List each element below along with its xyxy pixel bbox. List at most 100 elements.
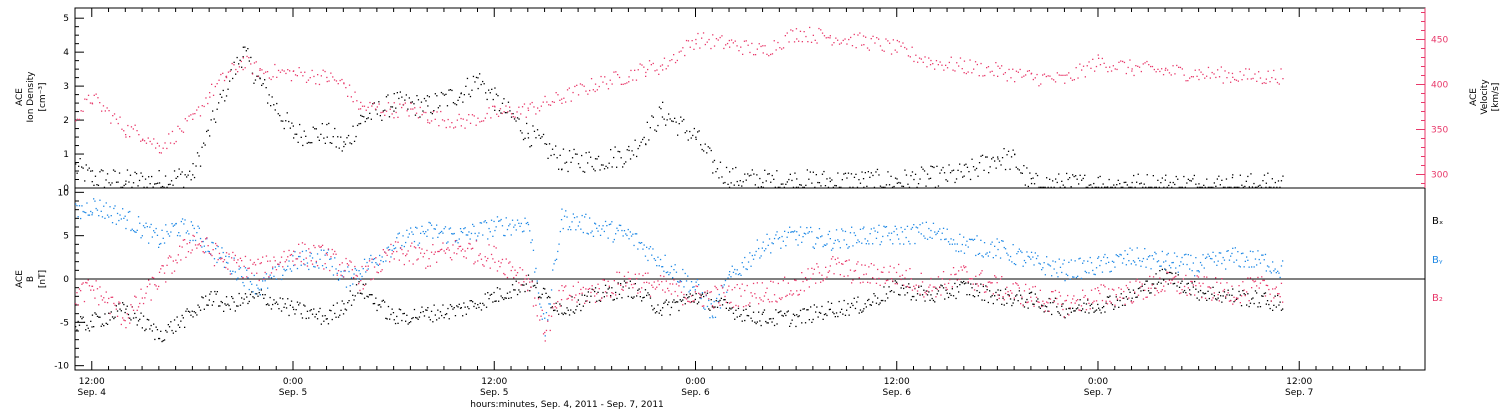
bx-point (1047, 310, 1049, 312)
bx-point (1026, 298, 1028, 301)
density-point (1224, 186, 1226, 188)
bz-point (751, 295, 753, 297)
bz-point (289, 254, 291, 256)
bz-point (1067, 294, 1069, 297)
by-point (1125, 264, 1127, 266)
by-point (611, 221, 613, 223)
density-point (103, 186, 106, 188)
by-point (967, 246, 969, 248)
by-point (728, 274, 730, 276)
bx-point (192, 316, 194, 318)
velocity-point (209, 92, 211, 94)
velocity-point (740, 46, 742, 48)
bx-point (589, 301, 591, 303)
velocity-point (207, 102, 209, 105)
by-point (503, 234, 505, 237)
bz-point (826, 276, 828, 278)
by-point (220, 256, 222, 259)
bx-point (425, 309, 427, 311)
bz-point (568, 294, 571, 296)
bz-point (657, 280, 659, 282)
density-point (244, 46, 246, 48)
bz-point (935, 296, 937, 298)
bz-point (119, 302, 121, 304)
bz-point (1263, 279, 1265, 282)
bx-point (1247, 293, 1249, 295)
by-point (1013, 263, 1015, 265)
bx-point (1264, 292, 1267, 294)
bx-point (275, 301, 278, 303)
bx-point (352, 294, 354, 296)
bz-point (846, 260, 848, 262)
bx-point (649, 297, 652, 299)
bx-point (987, 301, 989, 304)
bx-point (636, 295, 638, 297)
bx-point (334, 312, 336, 315)
bz-point (825, 266, 827, 268)
bz-point (534, 297, 536, 299)
bz-point (1208, 286, 1210, 288)
velocity-point (488, 107, 490, 109)
density-point (626, 149, 628, 151)
density-point (94, 175, 97, 177)
bz-point (700, 296, 702, 298)
density-point (134, 171, 136, 173)
density-point (225, 95, 228, 97)
by-point (785, 245, 787, 247)
velocity-point (1218, 76, 1221, 78)
bx-point (124, 311, 126, 314)
bx-point (1068, 307, 1070, 310)
bx-point (1243, 293, 1245, 295)
bz-point (1099, 292, 1101, 295)
density-point (662, 101, 664, 103)
bz-point (787, 282, 789, 284)
by-point (973, 238, 976, 240)
density-point (867, 171, 869, 173)
bx-point (1142, 289, 1145, 292)
velocity-point (758, 43, 760, 45)
density-point (913, 178, 915, 181)
by-point (519, 225, 521, 227)
by-point (575, 229, 577, 231)
by-point (598, 225, 600, 227)
bx-point (963, 280, 965, 283)
velocity-point (948, 61, 950, 64)
bx-point (1123, 297, 1125, 299)
bx-point (908, 283, 910, 285)
density-point (551, 148, 554, 150)
density-point (155, 183, 157, 185)
velocity-point (553, 101, 555, 103)
by-point (319, 258, 321, 260)
by-point (403, 245, 405, 248)
bz-point (80, 290, 82, 292)
by-point (132, 230, 135, 232)
velocity-point (223, 79, 226, 82)
density-point (1006, 154, 1008, 156)
bz-point (1103, 284, 1105, 286)
bx-point (1078, 304, 1080, 306)
bx-point (116, 310, 119, 312)
by-point (613, 238, 615, 241)
bz-point (1065, 299, 1067, 302)
bx-point (1226, 294, 1228, 296)
bz-point (443, 250, 445, 252)
density-point (495, 93, 498, 95)
bx-point (859, 309, 862, 311)
bz-point (422, 256, 424, 258)
by-point (643, 244, 645, 246)
by-point (986, 252, 988, 254)
velocity-point (961, 68, 963, 70)
bz-point (411, 242, 413, 244)
density-point (106, 173, 109, 175)
by-point (857, 239, 859, 241)
density-point (721, 176, 723, 178)
density-point (1012, 149, 1014, 151)
bx-point (954, 282, 956, 285)
bz-point (675, 283, 678, 285)
bz-point (606, 295, 608, 297)
bz-point (1147, 287, 1150, 289)
velocity-point (212, 94, 215, 96)
x-tick-time-label: 12:00 (884, 377, 910, 387)
by-point (1012, 244, 1014, 246)
bx-point (807, 309, 809, 311)
